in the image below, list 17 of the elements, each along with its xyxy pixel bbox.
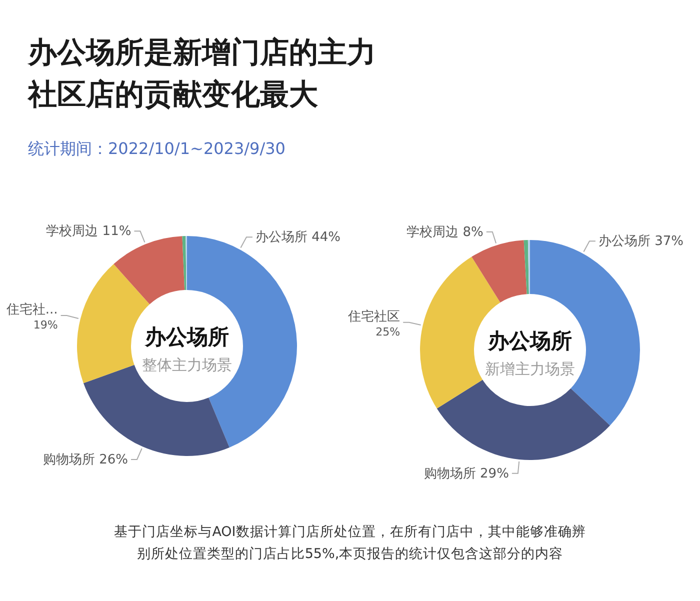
chart-title: 办公场所是新增门店的主力社区店的贡献变化最大	[27, 35, 376, 111]
slice-label: 办公场所	[487, 329, 572, 353]
slice-label: 办公场所	[144, 325, 229, 349]
slice-label: 住宅社区	[347, 308, 400, 324]
slice-label: 住宅社...	[5, 302, 58, 318]
slice-label: 购物场所 29%	[424, 466, 509, 482]
slice-label: 学校周边 8%	[406, 224, 484, 240]
chart-subtitle: 统计期间：2022/10/1~2023/9/30	[28, 139, 286, 158]
data-label: 19%	[33, 318, 58, 332]
text: 整体主力场景	[142, 356, 232, 374]
data-label: 25%	[376, 325, 400, 338]
slice-label: 购物场所 26%	[42, 452, 128, 468]
category-label: 办公场所 37%	[598, 234, 684, 250]
text: 新增主力场景	[485, 360, 575, 378]
text: 基于门店坐标与AOI数据计算门店所处位置，在所有门店中，其中能够准确辨别所处位置类型的门店占比55%,本页报告的统计仅包含这部分的内容	[114, 524, 586, 562]
slice-label: 学校周边 11%	[46, 224, 132, 240]
category-label: 办公场所 44%	[255, 230, 340, 246]
